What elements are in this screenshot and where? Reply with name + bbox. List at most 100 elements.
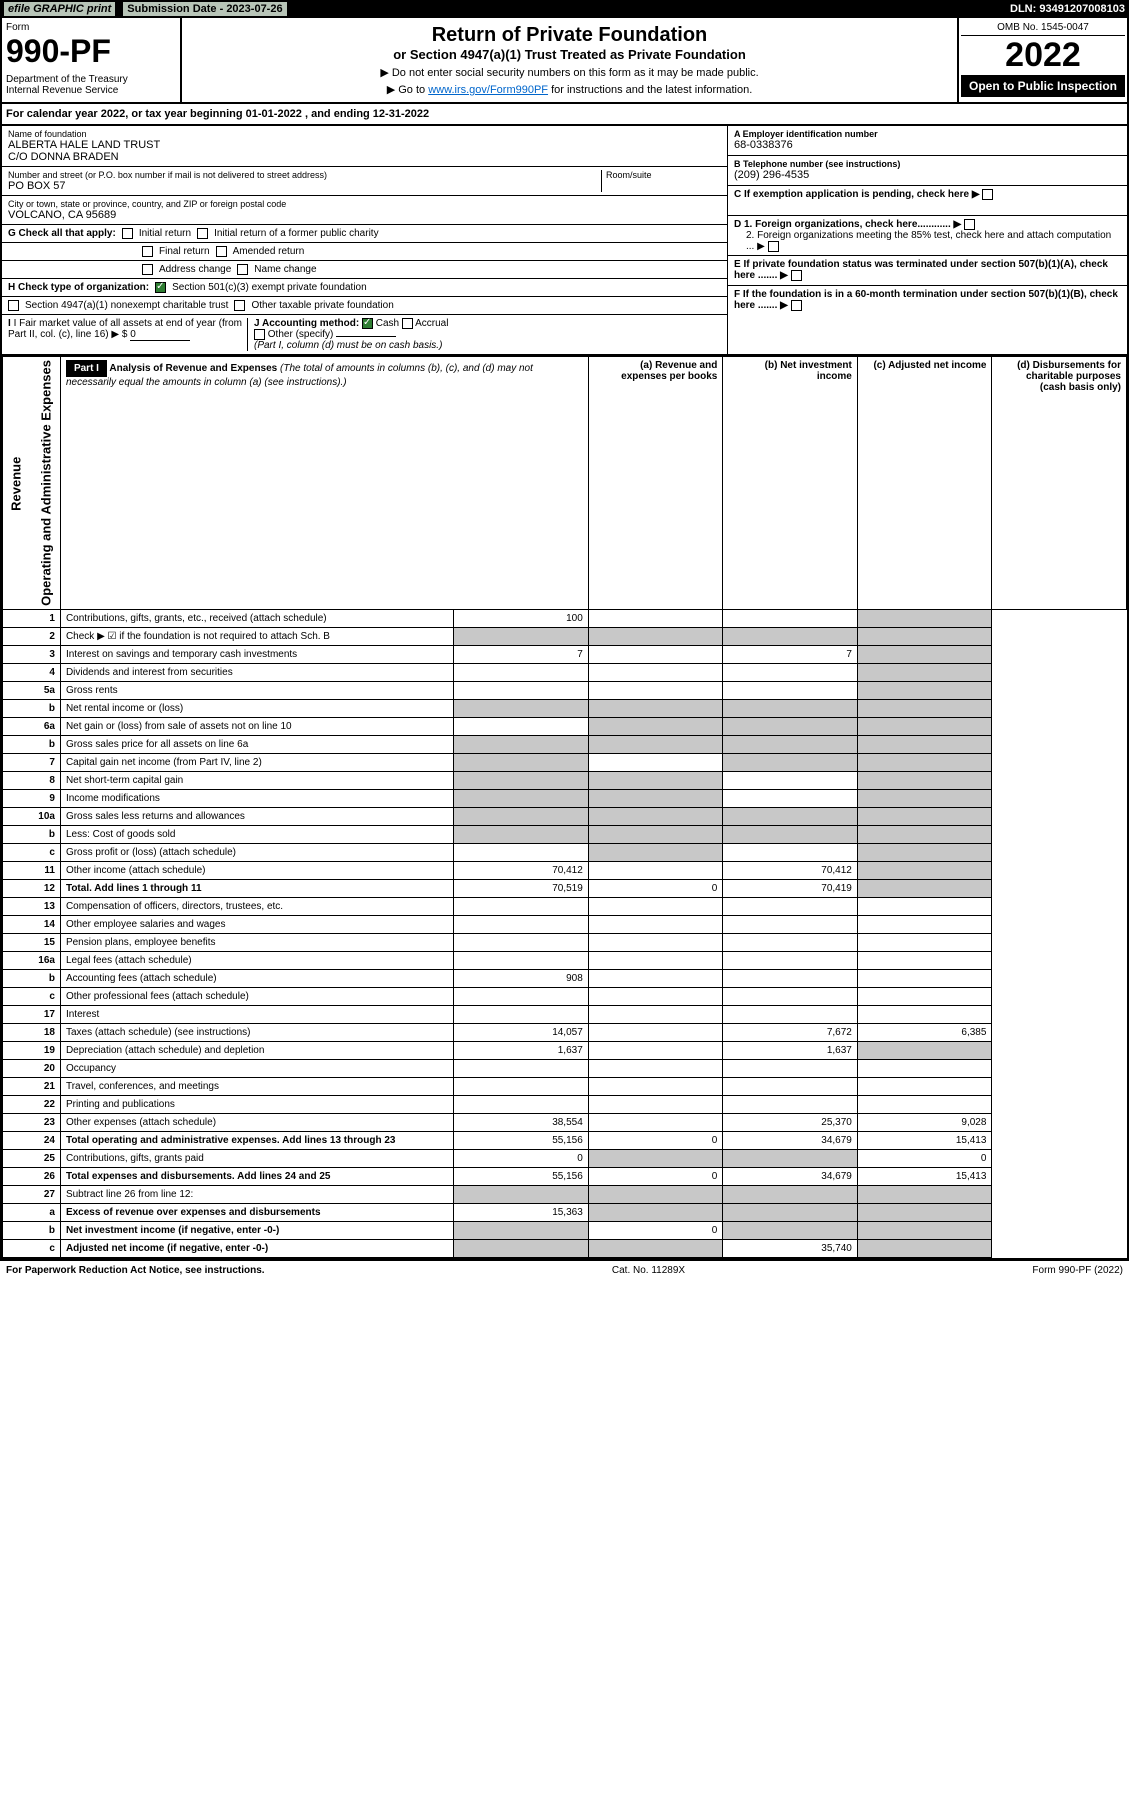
col-d (857, 754, 992, 772)
row-num: 8 (3, 772, 61, 790)
table-row: 16aLegal fees (attach schedule) (3, 952, 1127, 970)
cb-cash[interactable] (362, 318, 373, 329)
cb-initial-return[interactable] (122, 228, 133, 239)
row-num: b (3, 700, 61, 718)
row-num: 23 (3, 1114, 61, 1132)
cb-501c3[interactable] (155, 282, 166, 293)
col-c: 35,740 (723, 1240, 858, 1258)
table-row: 9Income modifications (3, 790, 1127, 808)
cb-exemption-pending[interactable] (982, 189, 993, 200)
row-num: 9 (3, 790, 61, 808)
table-row: 3Interest on savings and temporary cash … (3, 646, 1127, 664)
col-c (723, 1096, 858, 1114)
ein: 68-0338376 (734, 139, 1121, 151)
cb-name-change[interactable] (237, 264, 248, 275)
col-b (588, 1240, 723, 1258)
room-label: Room/suite (606, 170, 721, 180)
cb-other-method[interactable] (254, 329, 265, 340)
table-row: 22Printing and publications (3, 1096, 1127, 1114)
col-c (723, 808, 858, 826)
table-row: 2Check ▶ ☑ if the foundation is not requ… (3, 628, 1127, 646)
col-d (857, 682, 992, 700)
col-a: 38,554 (454, 1114, 589, 1132)
g-check-row: G Check all that apply: Initial return I… (2, 225, 727, 243)
cb-initial-former[interactable] (197, 228, 208, 239)
col-d (857, 1042, 992, 1060)
col-d: 6,385 (857, 1024, 992, 1042)
row-desc: Net investment income (if negative, ente… (60, 1222, 453, 1240)
col-c-header: (c) Adjusted net income (857, 357, 992, 610)
col-c (723, 1204, 858, 1222)
col-a (454, 1186, 589, 1204)
cb-final[interactable] (142, 246, 153, 257)
table-row: cOther professional fees (attach schedul… (3, 988, 1127, 1006)
cb-other-taxable[interactable] (234, 300, 245, 311)
cb-85pct[interactable] (768, 241, 779, 252)
col-b (588, 610, 723, 628)
h-check-row2: Section 4947(a)(1) nonexempt charitable … (2, 297, 727, 315)
row-num: b (3, 826, 61, 844)
other-specify[interactable] (336, 336, 396, 337)
footer-left: For Paperwork Reduction Act Notice, see … (6, 1265, 265, 1276)
col-a: 100 (454, 610, 589, 628)
row-num: 18 (3, 1024, 61, 1042)
row-desc: Income modifications (60, 790, 453, 808)
city-row: City or town, state or province, country… (2, 196, 727, 225)
row-num: 12 (3, 880, 61, 898)
cb-accrual[interactable] (402, 318, 413, 329)
cb-amended[interactable] (216, 246, 227, 257)
col-a: 15,363 (454, 1204, 589, 1222)
col-a (454, 1096, 589, 1114)
col-d (857, 826, 992, 844)
efile-badge[interactable]: efile GRAPHIC print (4, 2, 115, 16)
row-desc: Pension plans, employee benefits (60, 934, 453, 952)
col-c (723, 772, 858, 790)
table-row: bAccounting fees (attach schedule)908 (3, 970, 1127, 988)
col-a (454, 1060, 589, 1078)
cb-terminated[interactable] (791, 270, 802, 281)
col-d (857, 1204, 992, 1222)
row-desc: Less: Cost of goods sold (60, 826, 453, 844)
tel-label: B Telephone number (see instructions) (734, 159, 1121, 169)
row-num: 6a (3, 718, 61, 736)
irs-link[interactable]: www.irs.gov/Form990PF (428, 84, 548, 96)
row-num: 20 (3, 1060, 61, 1078)
c-label: C If exemption application is pending, c… (734, 189, 980, 200)
tel-row: B Telephone number (see instructions) (2… (728, 156, 1127, 186)
col-b: 0 (588, 1222, 723, 1240)
header-left: Form 990-PF Department of the TreasuryIn… (2, 18, 182, 102)
cb-foreign-org[interactable] (964, 219, 975, 230)
row-num: 16a (3, 952, 61, 970)
col-d (857, 808, 992, 826)
cb-60month[interactable] (791, 300, 802, 311)
row-desc: Contributions, gifts, grants, etc., rece… (60, 610, 453, 628)
table-row: bGross sales price for all assets on lin… (3, 736, 1127, 754)
cb-addr-change[interactable] (142, 264, 153, 275)
row-desc: Check ▶ ☑ if the foundation is not requi… (60, 628, 453, 646)
form-header: Form 990-PF Department of the TreasuryIn… (0, 18, 1129, 104)
ein-row: A Employer identification number 68-0338… (728, 126, 1127, 156)
col-c: 34,679 (723, 1132, 858, 1150)
col-b (588, 970, 723, 988)
col-a (454, 1078, 589, 1096)
col-c (723, 628, 858, 646)
row-num: 11 (3, 862, 61, 880)
col-a (454, 790, 589, 808)
col-a (454, 808, 589, 826)
open-inspection: Open to Public Inspection (961, 75, 1125, 97)
col-b (588, 1150, 723, 1168)
col-b (588, 682, 723, 700)
row-desc: Other income (attach schedule) (60, 862, 453, 880)
row-desc: Occupancy (60, 1060, 453, 1078)
table-row: 20Occupancy (3, 1060, 1127, 1078)
telephone: (209) 296-4535 (734, 169, 1121, 181)
opt-initial: Initial return (139, 228, 191, 239)
col-d (857, 1096, 992, 1114)
cb-4947[interactable] (8, 300, 19, 311)
col-b (588, 844, 723, 862)
col-a-header: (a) Revenue and expenses per books (588, 357, 723, 610)
col-c: 7 (723, 646, 858, 664)
col-b (588, 628, 723, 646)
row-desc: Gross rents (60, 682, 453, 700)
col-a (454, 682, 589, 700)
